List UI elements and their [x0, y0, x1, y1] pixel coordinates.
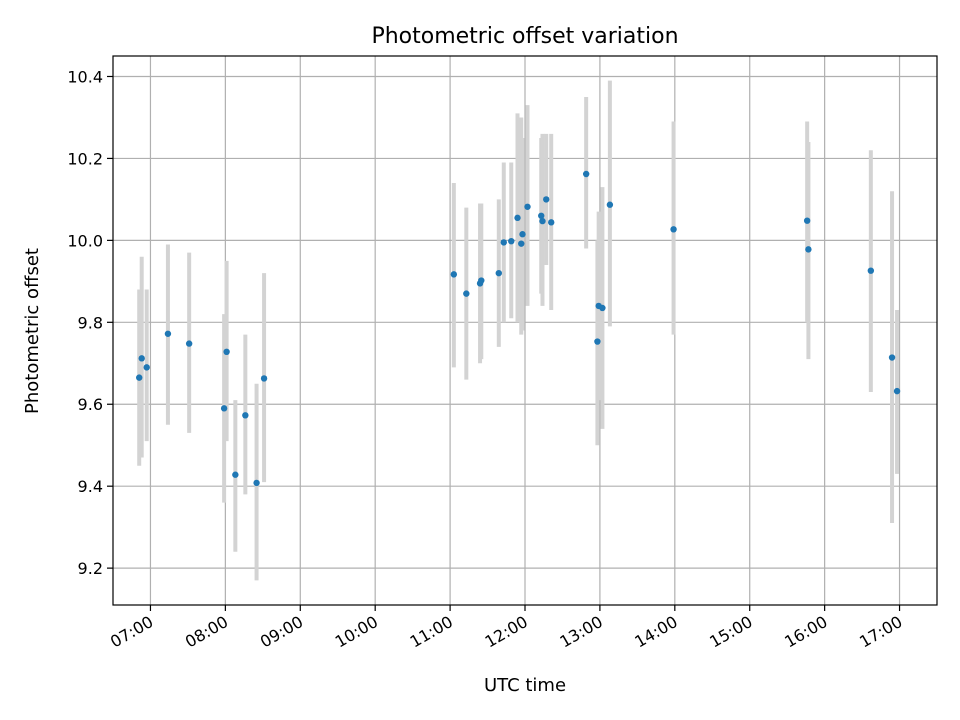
data-point	[670, 226, 677, 233]
data-point	[518, 240, 525, 247]
data-point	[242, 412, 249, 419]
data-point	[867, 267, 875, 274]
data-point	[543, 196, 550, 203]
data-point	[136, 374, 143, 381]
x-tick-label: 17:00	[856, 612, 905, 652]
axis-ticks: 07:00 08:00 09:00 10:00 11:00 12:00 13:00 14:00…	[67, 67, 905, 651]
x-tick-label: 11:00	[407, 612, 456, 652]
y-tick-label: 10.0	[67, 231, 103, 250]
x-axis-label: UTC time	[484, 675, 566, 696]
data-point	[803, 217, 811, 224]
x-tick-label: 13:00	[556, 612, 605, 652]
data-point	[548, 219, 555, 226]
data-point	[599, 304, 606, 312]
data-point	[514, 214, 521, 222]
data-point	[805, 246, 812, 253]
y-tick-label: 10.4	[67, 67, 103, 86]
data-point	[463, 290, 470, 297]
data-point	[220, 405, 228, 412]
y-tick-label: 9.6	[78, 395, 103, 414]
chart-title: Photometric offset variation	[371, 24, 678, 49]
data-point	[138, 355, 145, 362]
data-point	[606, 201, 614, 208]
data-point	[260, 375, 268, 382]
y-tick-label: 9.2	[78, 559, 103, 578]
data-point	[232, 471, 239, 478]
y-tick-label: 9.4	[78, 477, 103, 496]
data-point	[538, 212, 545, 219]
data-point	[450, 271, 458, 278]
y-axis-label: Photometric offset	[22, 248, 43, 414]
y-tick-label: 9.8	[78, 313, 103, 332]
data-point	[185, 340, 193, 347]
data-point	[508, 237, 515, 245]
data-point	[495, 269, 502, 277]
data-point	[500, 239, 507, 246]
data-point	[594, 338, 601, 345]
data-point	[893, 387, 901, 395]
data-point	[524, 203, 531, 210]
grid	[113, 56, 937, 605]
error-bars	[137, 80, 900, 581]
data-point	[478, 277, 485, 284]
data-point	[582, 170, 590, 178]
x-tick-label: 08:00	[182, 612, 231, 652]
data-points	[136, 170, 901, 487]
data-point	[888, 354, 896, 361]
data-point	[519, 231, 526, 238]
x-tick-label: 09:00	[257, 612, 306, 652]
x-tick-label: 15:00	[706, 612, 755, 652]
x-tick-label: 07:00	[107, 612, 156, 652]
data-point	[164, 330, 172, 337]
y-tick-label: 10.2	[67, 149, 103, 168]
x-tick-label: 16:00	[781, 612, 830, 652]
data-point	[143, 364, 150, 371]
x-tick-label: 10:00	[332, 612, 381, 652]
x-tick-label: 14:00	[631, 612, 680, 652]
data-point	[223, 348, 230, 356]
data-point	[253, 479, 260, 487]
data-point	[539, 217, 546, 225]
x-tick-label: 12:00	[482, 612, 531, 652]
